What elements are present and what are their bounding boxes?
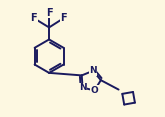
Text: F: F	[61, 13, 67, 23]
Text: N: N	[79, 83, 86, 92]
Text: F: F	[30, 13, 37, 23]
Text: O: O	[91, 86, 98, 95]
Text: N: N	[89, 66, 97, 75]
Text: F: F	[46, 8, 52, 18]
